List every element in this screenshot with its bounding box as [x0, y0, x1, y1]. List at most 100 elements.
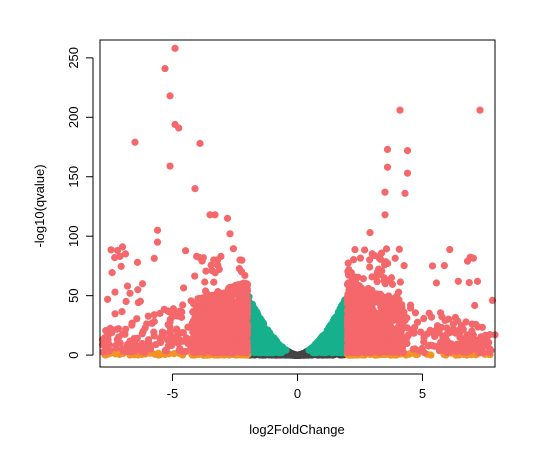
data-point: [351, 307, 360, 315]
data-point: [236, 309, 244, 317]
outlier-point: [171, 44, 179, 52]
outlier-point: [153, 238, 162, 246]
data-point: [325, 347, 333, 355]
data-point: [191, 272, 199, 280]
outlier-point: [463, 257, 472, 265]
outlier-point: [123, 282, 132, 290]
data-point: [369, 332, 377, 340]
outlier-point: [383, 163, 392, 171]
data-point: [426, 326, 434, 334]
data-point: [344, 259, 352, 267]
data-point: [136, 297, 144, 305]
data-point: [417, 328, 425, 336]
data-point: [427, 313, 436, 321]
y-tick-label: 100: [66, 225, 81, 247]
data-point: [356, 339, 365, 347]
data-point: [179, 329, 187, 337]
data-point: [317, 348, 325, 357]
data-point: [396, 305, 405, 313]
data-point: [406, 301, 415, 309]
data-point: [472, 320, 480, 329]
data-point: [234, 298, 242, 306]
data-point: [235, 324, 243, 333]
data-point: [368, 294, 376, 302]
outlier-point: [153, 226, 162, 234]
outlier-point: [166, 92, 174, 100]
data-point: [221, 295, 229, 303]
data-point: [468, 327, 476, 335]
y-tick-label: 250: [66, 47, 81, 69]
data-point: [216, 315, 224, 324]
data-point: [413, 318, 422, 326]
data-point: [113, 325, 121, 333]
data-point: [401, 312, 409, 320]
data-point: [241, 294, 250, 302]
data-point: [347, 348, 355, 356]
outlier-point: [113, 246, 122, 255]
data-point: [259, 339, 267, 347]
data-point: [409, 345, 417, 353]
data-point: [449, 328, 457, 336]
data-point: [344, 320, 352, 328]
data-point: [224, 315, 232, 323]
outlier-point: [428, 262, 437, 270]
data-point: [166, 334, 174, 342]
data-point: [360, 296, 368, 304]
data-point: [445, 339, 453, 347]
data-point: [323, 328, 331, 336]
data-point: [111, 310, 119, 318]
data-point: [382, 258, 390, 266]
data-point: [420, 314, 428, 323]
data-point: [465, 278, 473, 287]
data-point: [202, 267, 210, 275]
data-point: [106, 324, 114, 332]
outlier-point: [223, 214, 232, 222]
data-point: [229, 245, 238, 253]
outlier-point: [118, 243, 127, 251]
data-point: [349, 279, 357, 287]
outlier-point: [206, 211, 214, 219]
data-point: [432, 279, 441, 287]
data-point: [475, 348, 484, 357]
data-point: [202, 328, 210, 336]
data-point: [462, 348, 471, 356]
x-tick-label: 5: [419, 386, 426, 401]
data-point: [220, 347, 229, 355]
data-point: [346, 336, 354, 345]
data-point: [215, 341, 223, 349]
outlier-point: [366, 229, 374, 237]
data-point: [108, 269, 116, 277]
data-point: [128, 321, 136, 329]
data-point: [118, 345, 126, 353]
data-point: [154, 351, 162, 359]
data-point: [236, 289, 245, 298]
data-point: [157, 332, 166, 341]
data-point: [267, 343, 275, 351]
outlier-point: [471, 344, 479, 352]
outlier-point: [401, 189, 409, 197]
y-tick-label: 0: [66, 351, 81, 358]
data-point: [481, 331, 490, 339]
data-point: [213, 347, 221, 355]
data-point: [107, 246, 115, 254]
data-point: [359, 275, 367, 283]
data-point: [221, 308, 230, 316]
data-point: [396, 320, 404, 328]
data-point: [201, 278, 209, 286]
data-point: [411, 309, 420, 317]
data-point: [383, 294, 391, 302]
data-point: [330, 335, 338, 344]
outlier-point: [396, 106, 404, 114]
data-point: [180, 284, 188, 292]
data-point: [397, 343, 405, 351]
data-point: [403, 324, 411, 332]
data-point: [467, 336, 476, 345]
data-point: [203, 344, 211, 352]
data-point: [172, 326, 181, 334]
data-point: [368, 346, 376, 355]
data-point: [179, 301, 187, 309]
data-point: [376, 312, 384, 321]
data-point: [426, 341, 434, 349]
data-point: [420, 348, 428, 357]
data-point: [141, 346, 149, 354]
